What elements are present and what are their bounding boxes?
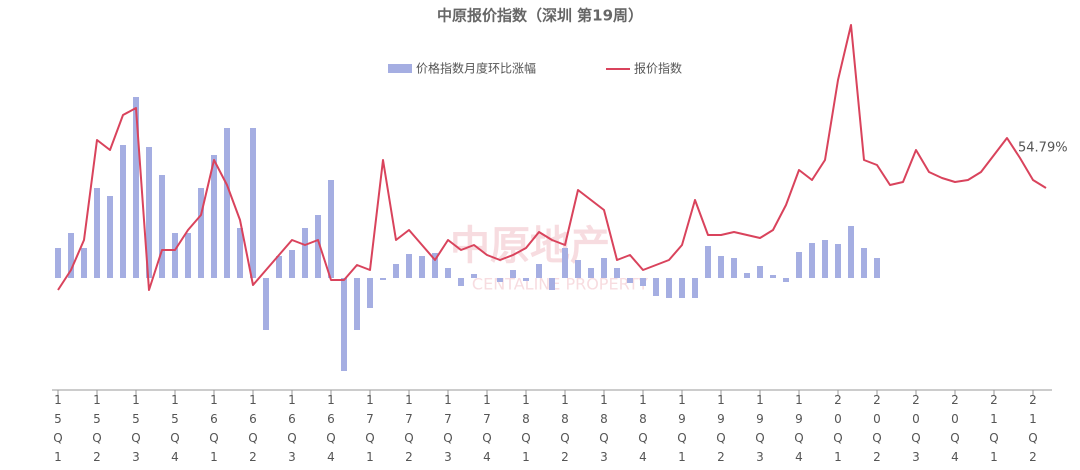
bar bbox=[692, 278, 698, 298]
bar bbox=[770, 275, 776, 278]
bar bbox=[341, 278, 347, 371]
bar bbox=[705, 246, 711, 278]
bar bbox=[757, 266, 763, 278]
bar bbox=[120, 145, 126, 278]
bar bbox=[575, 260, 581, 278]
bar bbox=[861, 248, 867, 278]
legend-label: 价格指数月度环比涨幅 bbox=[416, 61, 536, 76]
bar bbox=[263, 278, 269, 330]
bar bbox=[718, 256, 724, 278]
bar bbox=[146, 147, 152, 278]
bar bbox=[107, 196, 113, 278]
line bbox=[57, 24, 1047, 291]
bar bbox=[874, 258, 880, 278]
bar bbox=[172, 233, 178, 278]
legend-label: 报价指数 bbox=[634, 61, 682, 76]
bar bbox=[237, 228, 243, 278]
bar bbox=[55, 248, 61, 278]
bar bbox=[354, 278, 360, 330]
bar bbox=[250, 128, 256, 278]
bar bbox=[380, 278, 386, 280]
bar bbox=[198, 188, 204, 278]
bar bbox=[848, 226, 854, 278]
bar bbox=[562, 248, 568, 278]
bar bbox=[796, 252, 802, 278]
bar bbox=[315, 215, 321, 278]
bar bbox=[432, 253, 438, 278]
bar bbox=[614, 268, 620, 278]
bar bbox=[302, 228, 308, 278]
bar bbox=[367, 278, 373, 308]
legend-swatch bbox=[388, 64, 412, 73]
bar bbox=[523, 278, 529, 281]
bar bbox=[783, 278, 789, 282]
bar bbox=[289, 250, 295, 278]
bar bbox=[835, 244, 841, 278]
bar bbox=[471, 274, 477, 278]
bar bbox=[159, 175, 165, 278]
bar bbox=[679, 278, 685, 298]
bar bbox=[393, 264, 399, 278]
bar bbox=[458, 278, 464, 286]
bar bbox=[809, 243, 815, 278]
bar bbox=[653, 278, 659, 296]
bar bbox=[744, 273, 750, 278]
bar bbox=[445, 268, 451, 278]
bar bbox=[68, 233, 74, 278]
bar bbox=[601, 258, 607, 278]
bar bbox=[406, 254, 412, 278]
bar bbox=[224, 128, 230, 278]
bar bbox=[666, 278, 672, 298]
bar bbox=[822, 240, 828, 278]
bar bbox=[81, 248, 87, 278]
chart-title: 中原报价指数（深圳 第19周） bbox=[437, 7, 643, 25]
annotation: 54.79% bbox=[1018, 141, 1068, 156]
bar bbox=[211, 155, 217, 278]
bar bbox=[549, 278, 555, 290]
bar bbox=[640, 278, 646, 286]
bar bbox=[185, 233, 191, 278]
bar bbox=[328, 180, 334, 278]
bar bbox=[497, 278, 503, 282]
bar bbox=[536, 264, 542, 278]
bar bbox=[731, 258, 737, 278]
bar bbox=[510, 270, 516, 278]
bar bbox=[627, 278, 633, 283]
watermark: CENTALINE PROPERTY bbox=[472, 275, 648, 294]
bar bbox=[276, 256, 282, 278]
bar bbox=[94, 188, 100, 278]
bar bbox=[133, 97, 139, 278]
bar bbox=[419, 256, 425, 278]
bar bbox=[588, 268, 594, 278]
